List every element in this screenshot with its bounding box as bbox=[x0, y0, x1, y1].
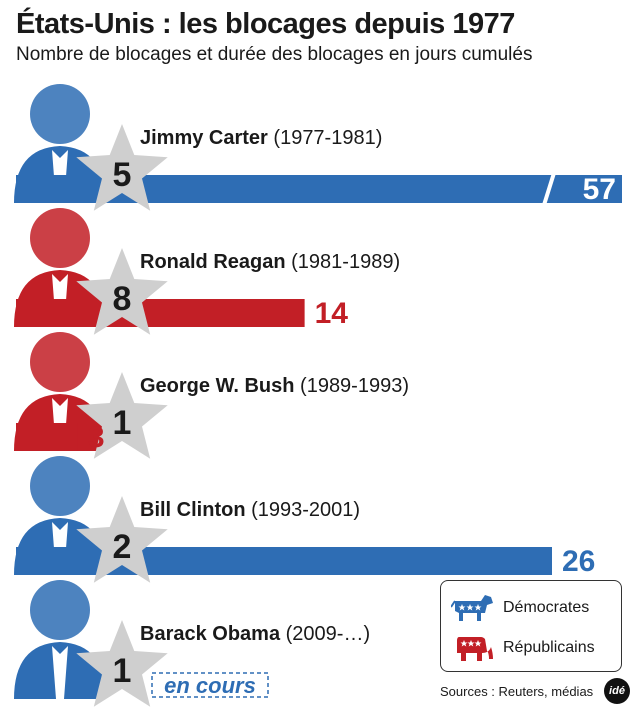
portrait-shirt-barack-obama bbox=[52, 646, 68, 699]
source-note: Sources : Reuters, médias bbox=[440, 684, 594, 699]
elephant-icon bbox=[457, 637, 493, 661]
legend-label-republicans: Républicains bbox=[503, 639, 595, 656]
blocages-count-barack-obama: 1 bbox=[113, 652, 132, 690]
president-label-jimmy-carter: Jimmy Carter (1977-1981) bbox=[140, 127, 382, 149]
publisher-logo: idé bbox=[604, 678, 630, 704]
value-label-ronald-reagan: 14 bbox=[315, 297, 349, 330]
star-badge-ronald-reagan bbox=[76, 248, 168, 335]
chart-title: États-Unis : les blocages depuis 1977 bbox=[16, 8, 515, 40]
legend-item-democrats: Démocrates bbox=[451, 591, 589, 625]
president-name-bill-clinton: Bill Clinton bbox=[140, 499, 251, 521]
star-badge-barack-obama bbox=[76, 620, 168, 707]
president-period-ronald-reagan: (1981-1989) bbox=[291, 251, 400, 273]
party-legend: Démocrates Républicains bbox=[440, 580, 622, 672]
value-label-barack-obama: en cours bbox=[164, 673, 256, 698]
portrait-head-bill-clinton bbox=[30, 456, 90, 516]
portrait-head-ronald-reagan bbox=[30, 208, 90, 268]
star-badge-george-w-bush bbox=[76, 372, 168, 459]
chart-subtitle: Nombre de blocages et durée des blocages… bbox=[16, 44, 533, 65]
portrait-head-barack-obama bbox=[30, 580, 90, 640]
blocages-count-ronald-reagan: 8 bbox=[113, 280, 132, 318]
bar-bill-clinton bbox=[16, 547, 552, 575]
legend-item-republicans: Républicains bbox=[451, 631, 595, 665]
president-label-ronald-reagan: Ronald Reagan (1981-1989) bbox=[140, 251, 400, 273]
portrait-head-jimmy-carter bbox=[30, 84, 90, 144]
president-name-george-w-bush: George W. Bush bbox=[140, 375, 300, 397]
bar-ronald-reagan bbox=[16, 299, 305, 327]
president-name-jimmy-carter: Jimmy Carter bbox=[140, 127, 273, 149]
axis-break-jimmy-carter bbox=[542, 172, 556, 206]
value-label-bill-clinton: 26 bbox=[562, 545, 595, 578]
president-period-george-w-bush: (1989-1993) bbox=[300, 375, 409, 397]
star-badge-bill-clinton bbox=[76, 496, 168, 583]
ongoing-frame-barack-obama bbox=[151, 672, 269, 698]
donkey-icon bbox=[451, 595, 493, 621]
president-label-barack-obama: Barack Obama (2009-…) bbox=[140, 623, 370, 645]
legend-label-democrats: Démocrates bbox=[503, 599, 590, 616]
blocages-count-bill-clinton: 2 bbox=[113, 528, 132, 566]
president-name-ronald-reagan: Ronald Reagan bbox=[140, 251, 291, 273]
portrait-head-george-w-bush bbox=[30, 332, 90, 392]
president-period-jimmy-carter: (1977-1981) bbox=[273, 127, 382, 149]
value-label-jimmy-carter: 57 bbox=[583, 173, 616, 206]
president-label-bill-clinton: Bill Clinton (1993-2001) bbox=[140, 499, 360, 521]
blocages-count-george-w-bush: 1 bbox=[113, 404, 132, 442]
president-label-george-w-bush: George W. Bush (1989-1993) bbox=[140, 375, 409, 397]
value-label-george-w-bush: 3 bbox=[88, 421, 105, 454]
blocages-count-jimmy-carter: 5 bbox=[113, 156, 132, 194]
star-badge-jimmy-carter bbox=[76, 124, 168, 211]
president-period-barack-obama: (2009-…) bbox=[286, 623, 370, 645]
bar-george-w-bush bbox=[16, 423, 78, 451]
president-name-barack-obama: Barack Obama bbox=[140, 623, 286, 645]
president-period-bill-clinton: (1993-2001) bbox=[251, 499, 360, 521]
